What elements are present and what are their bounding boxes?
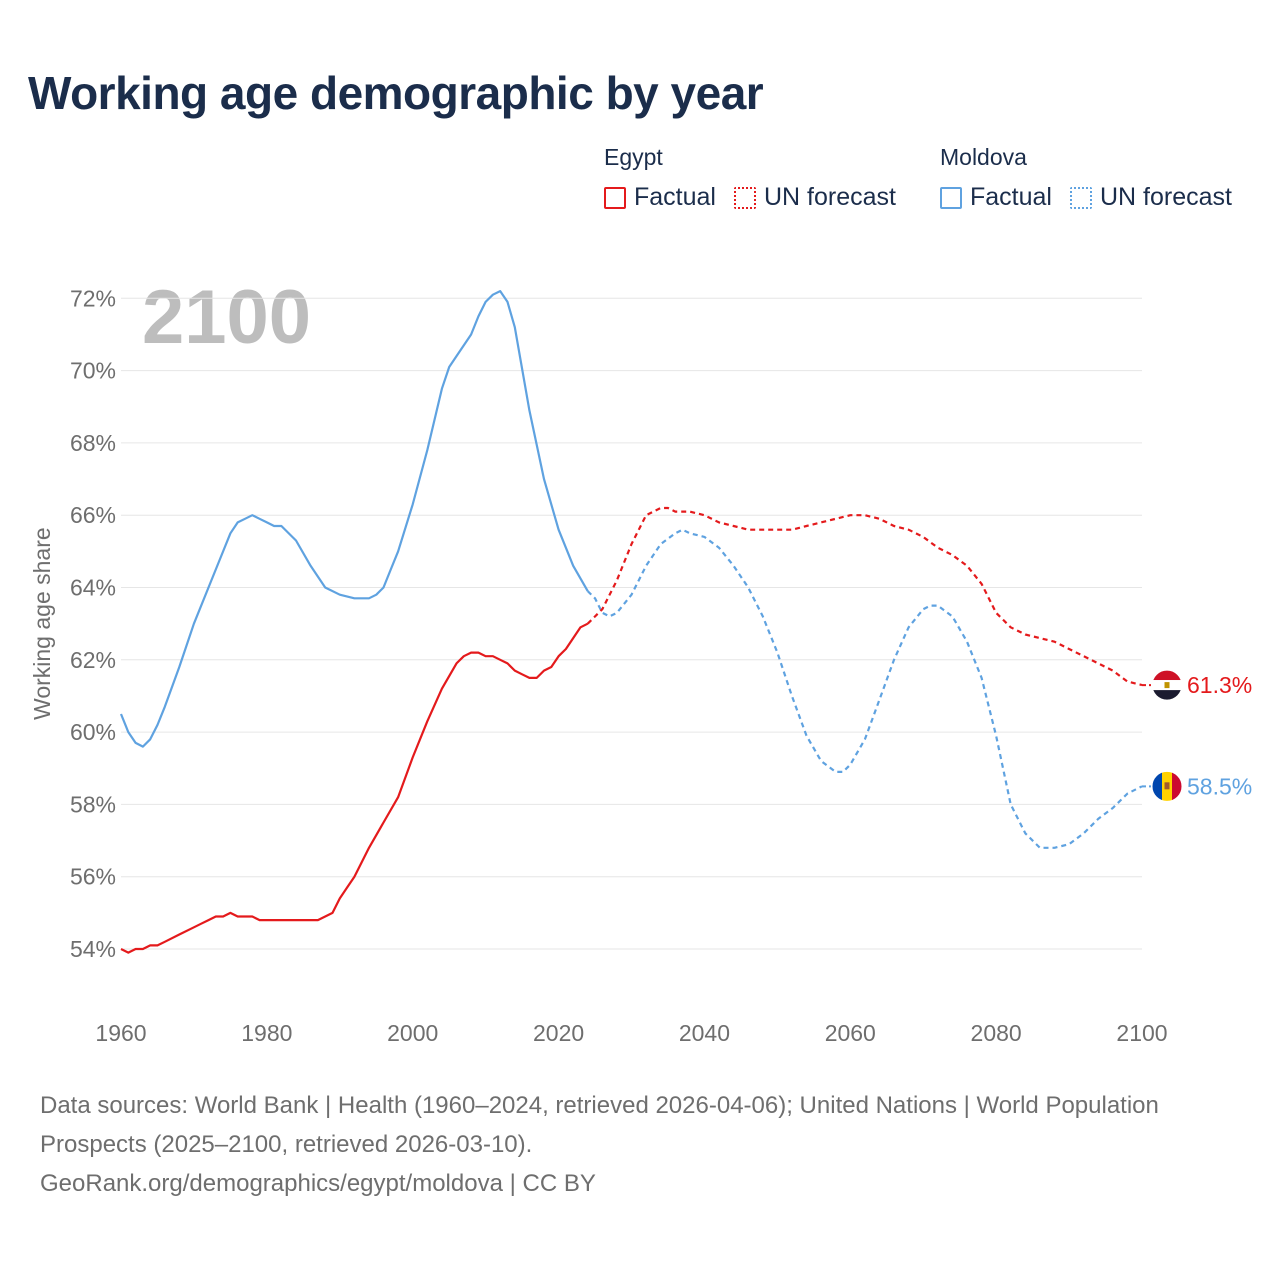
legend-egypt-forecast-label: UN forecast (763, 183, 896, 211)
legend-moldova: Moldova Factual UN forecast (940, 144, 1250, 212)
y-tick-label: 72% (70, 285, 116, 311)
series-line-moldova-forecast (586, 528, 1143, 849)
chart-title: Working age demographic by year (28, 67, 764, 119)
y-tick-label: 66% (70, 502, 116, 528)
legend-moldova-factual-label: Factual (970, 183, 1052, 211)
end-value-label-egypt: 61.3% (1187, 672, 1252, 698)
legend-country-egypt: Egypt (604, 144, 663, 170)
y-tick-label: 56% (70, 864, 116, 890)
legend-egypt-factual[interactable]: Factual (604, 183, 716, 212)
x-tick-label: 2040 (679, 1020, 730, 1046)
solid-line-swatch-icon (604, 186, 626, 209)
x-tick-label: 2000 (387, 1020, 438, 1046)
series-line-egypt-forecast (586, 506, 1143, 687)
x-tick-label: 2100 (1116, 1020, 1167, 1046)
x-tick-label: 1960 (95, 1020, 146, 1046)
series-line-moldova-factual (119, 290, 589, 748)
flag-outline (1151, 770, 1183, 802)
y-tick-label: 64% (70, 575, 116, 601)
line-chart: 2100 54% 56% 58% 60% 62% 64% 66% 68% 70% 72% 1960 19… (29, 275, 1252, 1046)
x-tick-label: 1980 (241, 1020, 292, 1046)
credit-link[interactable]: GeoRank.org/demographics/egypt/moldova |… (40, 1170, 596, 1197)
solid-line-swatch-icon (940, 186, 962, 209)
dotted-line-swatch-icon (1069, 186, 1092, 209)
y-tick-label: 68% (70, 430, 116, 456)
flag-outline (1151, 669, 1183, 701)
legend-egypt-factual-label: Factual (634, 183, 716, 211)
egypt-flag-icon (1152, 670, 1182, 701)
y-tick-label: 54% (70, 936, 116, 962)
x-tick-label: 2060 (825, 1020, 876, 1046)
y-tick-label: 70% (70, 358, 116, 384)
legend-egypt: Egypt Factual UN forecast (604, 144, 914, 212)
y-tick-label: 62% (70, 647, 116, 673)
year-overlay: 2100 (142, 275, 311, 360)
legend-moldova-factual[interactable]: Factual (940, 183, 1052, 212)
legend-egypt-forecast[interactable]: UN forecast (733, 183, 896, 212)
y-tick-label: 60% (70, 719, 116, 745)
legend-moldova-forecast[interactable]: UN forecast (1069, 183, 1232, 212)
series-line-egypt-factual (120, 622, 589, 954)
x-tick-label: 2080 (971, 1020, 1022, 1046)
x-tick-label: 2020 (533, 1020, 584, 1046)
data-sources: Data sources: World Bank | Health (1960–… (40, 1092, 1159, 1158)
moldova-flag-icon (1152, 771, 1182, 802)
dotted-line-swatch-icon (733, 186, 756, 209)
footer: Data sources: World Bank | Health (1960–… (40, 1086, 1220, 1203)
legend-country-moldova: Moldova (940, 144, 1027, 170)
end-value-label-moldova: 58.5% (1187, 773, 1252, 799)
legend-moldova-forecast-label: UN forecast (1099, 183, 1232, 211)
y-axis-label: Working age share (29, 527, 55, 720)
y-tick-label: 58% (70, 791, 116, 817)
